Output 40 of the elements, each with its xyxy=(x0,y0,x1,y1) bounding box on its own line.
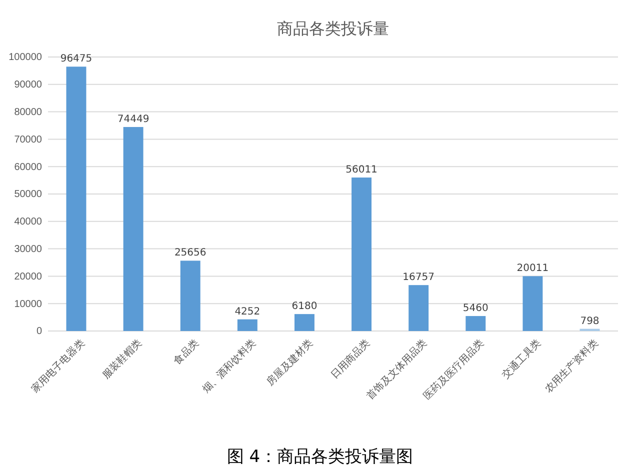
y-tick-label: 10000 xyxy=(14,298,42,310)
x-tick-label: 服装鞋帽类 xyxy=(100,337,144,382)
data-label: 20011 xyxy=(516,263,549,274)
y-tick-label: 100000 xyxy=(8,52,42,64)
x-tick-label: 烟、酒和饮料类 xyxy=(200,337,258,396)
x-tick-label: 日用商品类 xyxy=(328,337,372,382)
x-tick-label: 食品类 xyxy=(171,337,202,367)
y-tick-label: 20000 xyxy=(14,271,42,282)
bar xyxy=(66,66,86,331)
data-label: 25656 xyxy=(174,248,206,259)
y-tick-label: 30000 xyxy=(14,244,42,255)
x-tick-label: 房屋及建材类 xyxy=(264,337,316,388)
caption: 图 4：商品各类投诉量图 xyxy=(226,447,414,467)
data-label: 74449 xyxy=(117,114,150,126)
y-tick-label: 90000 xyxy=(14,80,42,91)
data-label: 6180 xyxy=(292,301,318,312)
bar xyxy=(123,127,144,331)
data-label: 56011 xyxy=(346,164,378,176)
x-tick-label: 农用生产资料类 xyxy=(542,337,600,396)
y-tick-label: 70000 xyxy=(14,134,42,146)
bar xyxy=(180,260,200,331)
bar xyxy=(408,285,429,331)
y-tick-label: 50000 xyxy=(14,189,42,200)
data-label: 5460 xyxy=(462,303,488,314)
x-tick-label: 交通工具类 xyxy=(500,337,544,382)
bar xyxy=(466,316,486,331)
y-tick-label: 60000 xyxy=(14,162,42,173)
bar xyxy=(352,178,372,331)
y-tick-label: 80000 xyxy=(14,107,42,118)
data-label: 16757 xyxy=(402,272,434,284)
y-tick-label: 0 xyxy=(36,326,42,338)
data-label: 96475 xyxy=(60,54,92,65)
y-tick-label: 40000 xyxy=(14,216,42,228)
bar xyxy=(522,276,543,331)
data-label: 798 xyxy=(580,316,600,327)
bar xyxy=(237,319,258,331)
bar xyxy=(294,314,314,331)
data-label: 4252 xyxy=(234,306,260,318)
chart-title: 商品各类投诉量 xyxy=(277,19,389,38)
x-tick-label: 家用电子电器类 xyxy=(28,337,87,396)
